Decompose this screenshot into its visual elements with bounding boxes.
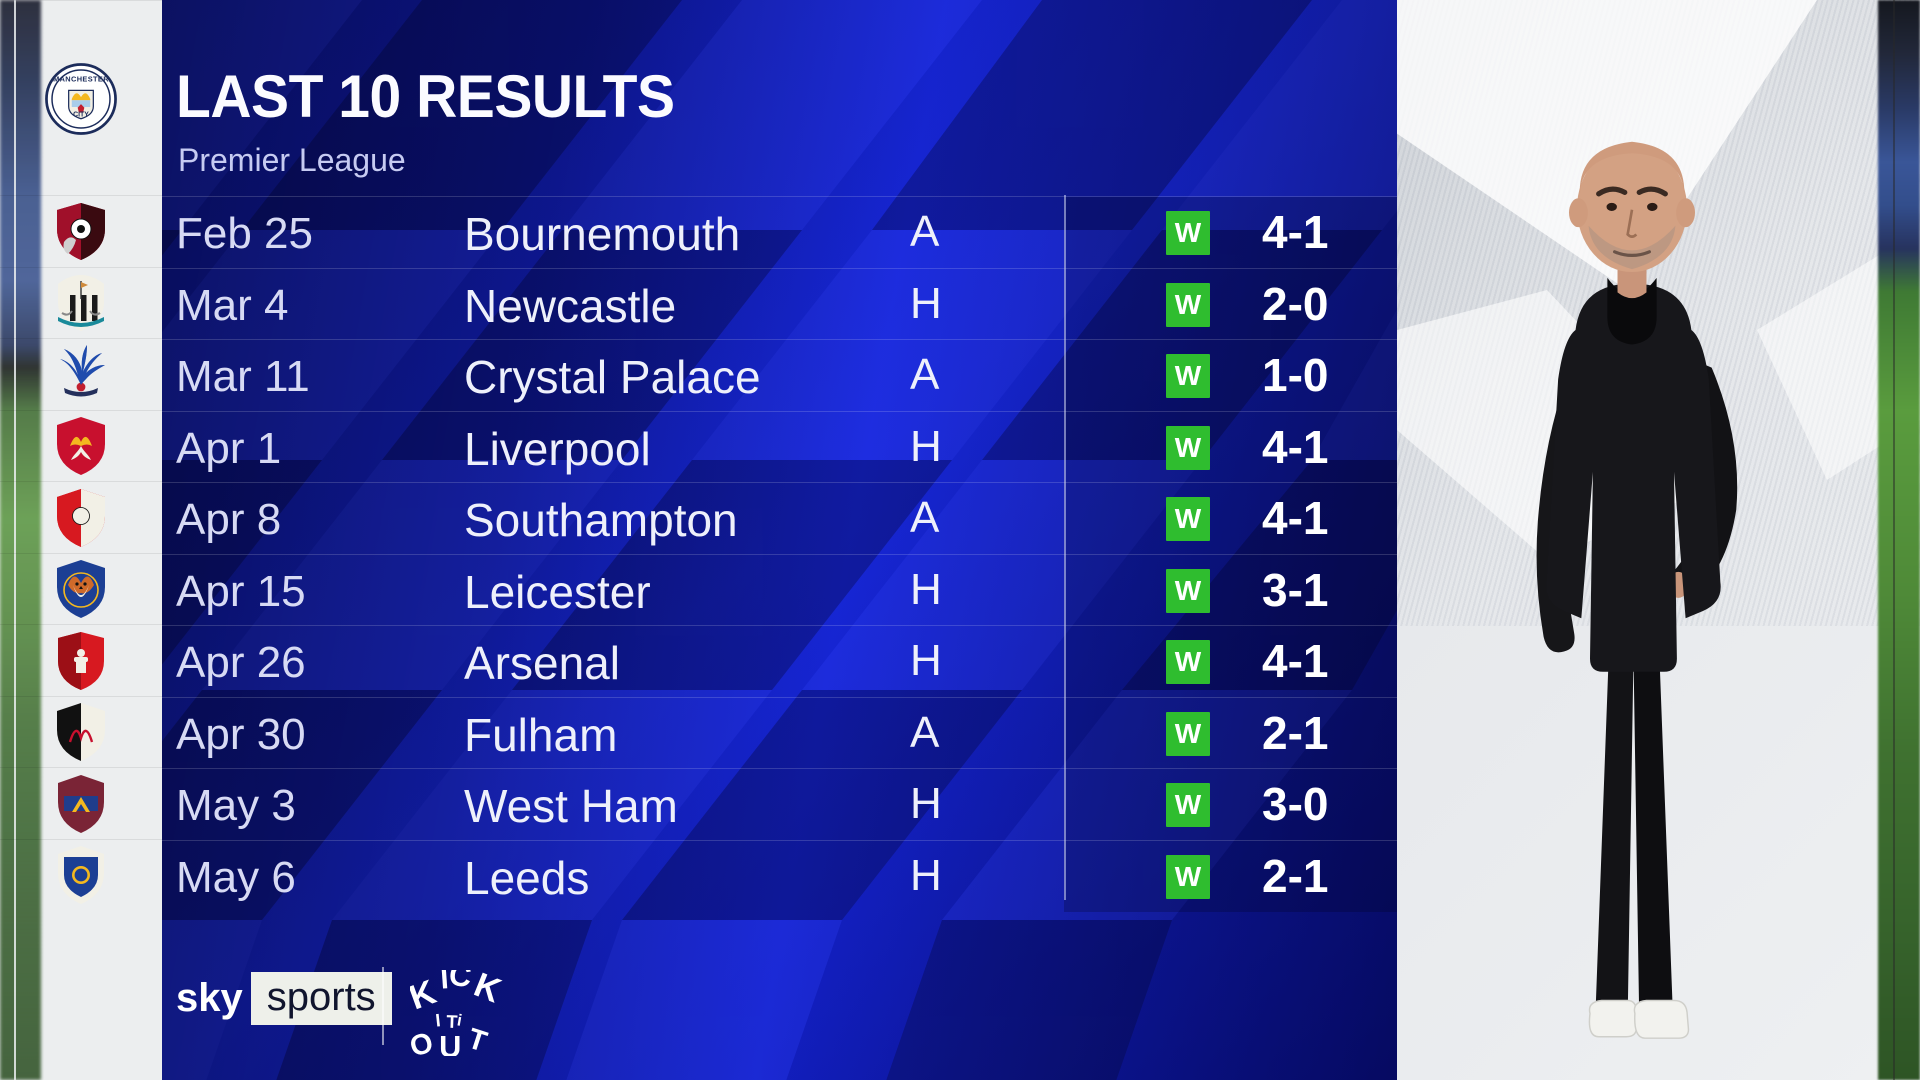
svg-text:O: O bbox=[410, 1027, 437, 1056]
svg-text:CITY: CITY bbox=[73, 111, 89, 118]
svg-text:U: U bbox=[439, 1029, 461, 1056]
svg-text:T: T bbox=[464, 1023, 491, 1056]
svg-text:C: C bbox=[447, 970, 473, 994]
svg-text:I: I bbox=[434, 1010, 441, 1030]
svg-text:MANCHESTER: MANCHESTER bbox=[53, 74, 109, 83]
svg-text:K: K bbox=[469, 970, 506, 1010]
